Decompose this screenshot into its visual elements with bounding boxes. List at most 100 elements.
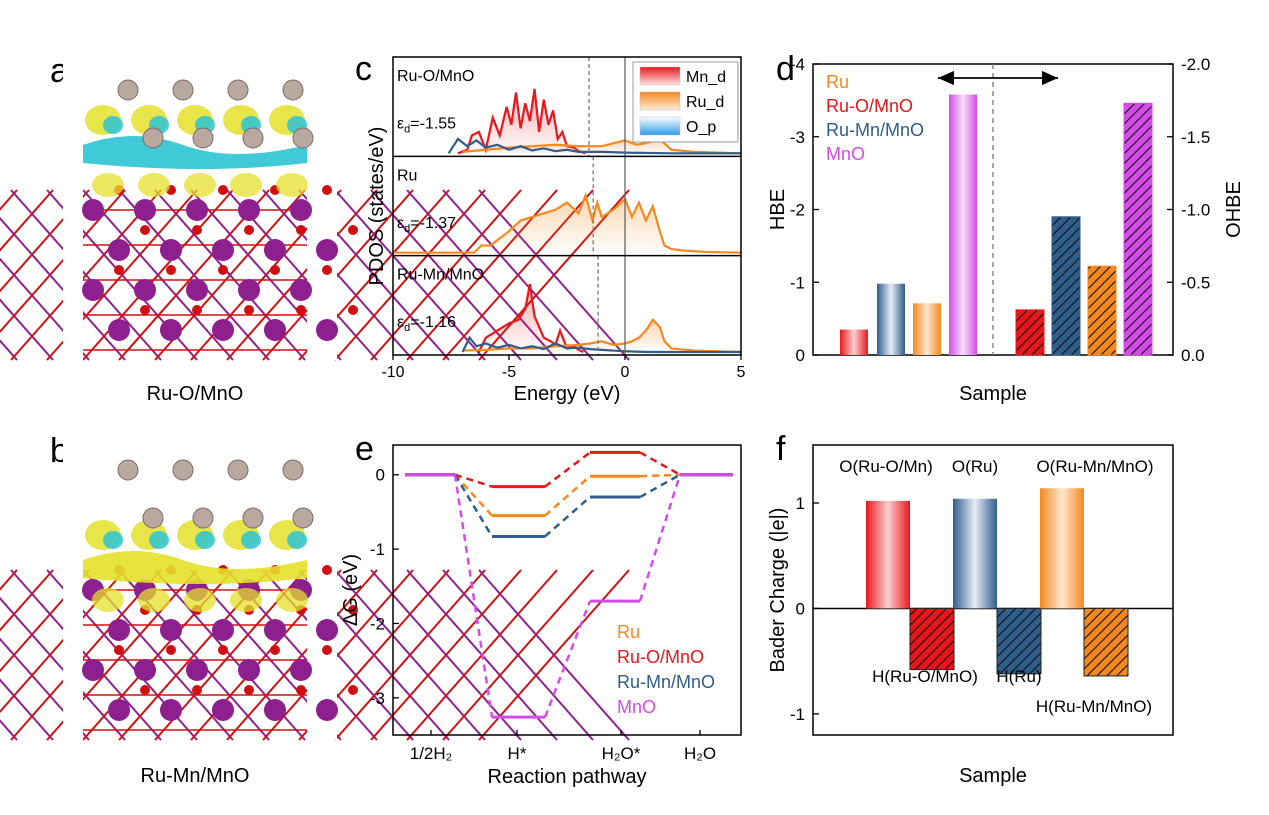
bond-line bbox=[0, 189, 54, 252]
mn-atom bbox=[264, 699, 286, 721]
o-atom bbox=[192, 685, 202, 695]
ru-atom bbox=[172, 79, 194, 101]
o-atom bbox=[192, 225, 202, 235]
y-axis-label-left: HBE bbox=[767, 189, 789, 230]
x-tick-label: H* bbox=[508, 744, 527, 763]
pdos-subplot-label: Ru-Mn/MnO bbox=[397, 267, 484, 284]
ru-atom bbox=[117, 459, 139, 481]
bar-label: O(Ru) bbox=[952, 457, 998, 476]
o-atom bbox=[296, 225, 306, 235]
bader-bar-h-ru-mn-mno- bbox=[1083, 607, 1129, 677]
structure-caption-a: Ru-O/MnO bbox=[147, 383, 244, 405]
legend-label: Ru-O/MnO bbox=[826, 96, 913, 116]
hbe-bar-ru-mn-mno bbox=[877, 283, 905, 355]
mn-atom bbox=[160, 319, 182, 341]
y-axis-label: PDOS (states/eV) bbox=[366, 127, 388, 286]
energy-connector bbox=[639, 451, 681, 476]
structure-image-ru-o-mno bbox=[0, 60, 630, 361]
charge-blob bbox=[230, 173, 262, 197]
ru-atom bbox=[282, 459, 304, 481]
ru-atom bbox=[117, 79, 139, 101]
y-tick-label-left: -2 bbox=[790, 201, 805, 220]
legend-swatch bbox=[639, 91, 681, 111]
pdos-area-mn_d bbox=[478, 284, 584, 352]
mn-atom bbox=[212, 699, 234, 721]
y-axis-label: ΔG (eV) bbox=[340, 554, 362, 626]
bader-bar-o-ru-mn-mno- bbox=[1040, 488, 1084, 609]
legend-label: Ru_d bbox=[686, 94, 724, 111]
legend-label: O_p bbox=[686, 119, 716, 136]
y-tick-label: 0 bbox=[796, 599, 805, 618]
mn-atom bbox=[82, 199, 104, 221]
y-tick-label-right: -0.5 bbox=[1181, 273, 1210, 292]
charge-blob bbox=[230, 588, 262, 612]
mn-atom bbox=[160, 699, 182, 721]
o-atom bbox=[348, 305, 358, 315]
energy-connector bbox=[454, 473, 493, 517]
o-atom bbox=[322, 645, 332, 655]
hbe-bar-ru-o-mno bbox=[840, 329, 868, 355]
o-atom bbox=[348, 685, 358, 695]
x-tick-label: -5 bbox=[502, 364, 516, 381]
x-tick-label: 0 bbox=[621, 364, 630, 381]
charge-band bbox=[83, 136, 307, 169]
y-tick-label-right: 0.0 bbox=[1181, 346, 1205, 365]
ru-atom bbox=[142, 507, 164, 529]
o-atom bbox=[218, 185, 228, 195]
bar-label: O(Ru-O/Mn) bbox=[839, 457, 933, 476]
pdos-area-mn_d bbox=[457, 88, 586, 154]
panel-letter-c: c bbox=[355, 50, 372, 88]
pdos-subplot-2: Ru εd=-1.37 bbox=[393, 155, 742, 256]
mn-atom bbox=[316, 699, 338, 721]
pdos-area-ru_d bbox=[462, 319, 741, 352]
o-atom bbox=[166, 265, 176, 275]
bond-line bbox=[10, 569, 162, 741]
structure-image-ru-mn-mno bbox=[0, 440, 630, 741]
bader-bar-o-ru- bbox=[953, 498, 997, 609]
o-atom bbox=[114, 645, 124, 655]
mn-atom bbox=[264, 239, 286, 261]
bond-line bbox=[0, 678, 54, 741]
d-band-center-label: εd=-1.55 bbox=[397, 116, 456, 136]
structure-caption-b: Ru-Mn/MnO bbox=[141, 765, 250, 787]
o-atom bbox=[270, 265, 280, 275]
bar-label: H(Ru-Mn/MnO) bbox=[1036, 697, 1152, 716]
legend-label: Ru-Mn/MnO bbox=[617, 672, 715, 692]
legend-swatch bbox=[639, 116, 681, 136]
ru-atom bbox=[227, 459, 249, 481]
ohbe-bar-ru-mn-mno bbox=[1051, 216, 1081, 356]
pdos-chart: Ru-O/MnO εd=-1.55 Ru εd=-1.37 Ru-Mn/MnO εd=-1… bbox=[366, 56, 746, 405]
x-tick-label: H₂O* bbox=[602, 744, 641, 763]
mn-atom bbox=[290, 659, 312, 681]
charge-blob bbox=[184, 588, 216, 612]
hbe-bar-ru bbox=[913, 303, 941, 355]
bond-line bbox=[334, 189, 486, 361]
mn-atom bbox=[186, 659, 208, 681]
mn-atom bbox=[316, 619, 338, 641]
charge-blob bbox=[287, 531, 307, 549]
energy-connector bbox=[544, 475, 591, 517]
y-tick-label: -3 bbox=[370, 689, 385, 708]
y-tick-label-left: -4 bbox=[790, 55, 805, 74]
panel-letter-d: d bbox=[776, 50, 795, 88]
charge-blob bbox=[103, 531, 123, 549]
hbe-ohbe-chart: 0 -1 -2 -3 -4 0.0 -0.5 -1.0 -1.5 -2.0 HBE OHBE Sampl… bbox=[767, 55, 1245, 405]
mn-atom bbox=[186, 279, 208, 301]
o-atom bbox=[140, 305, 150, 315]
mask bbox=[63, 60, 83, 360]
mn-atom bbox=[108, 699, 130, 721]
bond-line bbox=[370, 569, 522, 741]
x-axis-label: Energy (eV) bbox=[514, 383, 621, 405]
x-axis-label: Sample bbox=[959, 383, 1027, 405]
y-tick-label-left: 0 bbox=[796, 346, 805, 365]
mn-atom bbox=[160, 619, 182, 641]
o-atom bbox=[244, 685, 254, 695]
y-axis-label: Bader Charge (|e|) bbox=[767, 508, 789, 673]
o-atom bbox=[140, 685, 150, 695]
mn-atom bbox=[160, 239, 182, 261]
plot-frame bbox=[392, 56, 742, 356]
mask bbox=[63, 440, 83, 740]
ru-atom bbox=[192, 127, 214, 149]
ohbe-bar-ru-o-mno bbox=[1015, 309, 1045, 356]
